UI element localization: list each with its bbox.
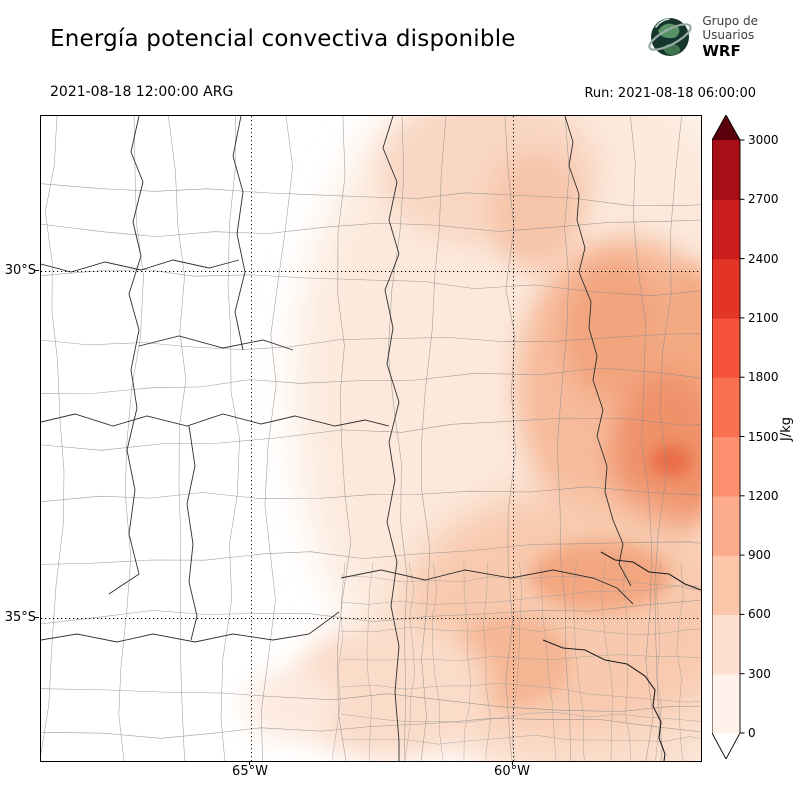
colorbar-tick-label: 2400 — [748, 251, 779, 266]
province-border-path — [41, 413, 390, 427]
boundary-mesh — [41, 116, 701, 761]
colorbar-tick-labels: 0 300 600 900 1200 1500 1800 2100 2400 2700 3000 — [748, 115, 792, 759]
map-svg — [41, 116, 701, 761]
colorbar-segments — [712, 140, 740, 734]
mesh-horizontal-lines — [41, 183, 701, 739]
colorbar-tick-label: 2700 — [748, 192, 779, 207]
colorbar-segment — [712, 673, 740, 734]
wrf-logo: Grupo de Usuarios WRF — [646, 12, 758, 60]
lon-tick-60W: 60°W — [494, 764, 530, 779]
province-border-path — [340, 569, 634, 605]
coastline-path — [542, 639, 666, 761]
colorbar-tick-label: 3000 — [748, 133, 779, 147]
axis-tick-mark — [512, 761, 513, 765]
logo-text: Grupo de Usuarios WRF — [702, 14, 758, 60]
colorbar-tick-label: 600 — [748, 607, 771, 622]
map-panel — [40, 115, 702, 762]
province-border-path — [382, 116, 400, 761]
colorbar-segment — [712, 140, 740, 200]
logo-line-2: Usuarios — [702, 28, 755, 42]
province-border-path — [138, 335, 294, 351]
province-border-path — [41, 259, 240, 273]
colorbar-tick-label: 300 — [748, 666, 771, 681]
province-border-path — [41, 611, 340, 643]
colorbar-tick-label: 900 — [748, 548, 771, 563]
logo-line-1: Grupo de — [702, 14, 758, 28]
colorbar-tick-label: 2100 — [748, 310, 779, 325]
lat-tick-35S: 35°S — [4, 610, 36, 625]
colorbar-segment — [712, 199, 740, 260]
colorbar-svg — [711, 114, 745, 760]
colorbar-segment — [712, 614, 740, 675]
colorbar-over-arrow — [712, 115, 740, 140]
cape-field — [246, 116, 701, 761]
colorbar-segment — [712, 258, 740, 319]
run-time-label: Run: 2021-08-18 06:00:00 — [584, 86, 756, 101]
page-title: Energía potencial convectiva disponible — [50, 26, 516, 52]
axis-tick-mark — [35, 617, 39, 618]
lon-tick-65W: 65°W — [232, 764, 268, 779]
colorbar-under-arrow — [712, 733, 740, 759]
axis-tick-mark — [249, 761, 250, 765]
colorbar-segment — [712, 317, 740, 378]
coastline-path — [600, 551, 701, 591]
province-borders — [41, 116, 701, 761]
province-border-path — [108, 116, 144, 595]
colorbar-segment — [712, 495, 740, 556]
colorbar-segment — [712, 377, 740, 438]
globe-icon — [648, 18, 693, 56]
mesh-fine-lines — [332, 561, 701, 761]
axis-tick-mark — [35, 270, 39, 271]
lat-tick-30S: 30°S — [4, 263, 36, 278]
colorbar — [711, 114, 748, 760]
province-border-path — [186, 425, 198, 641]
colorbar-unit-label: J/kg — [779, 417, 794, 441]
colorbar-tick-label: 1500 — [748, 429, 779, 444]
colorbar-tick-label: 1200 — [748, 488, 779, 503]
province-border-path — [232, 116, 246, 351]
colorbar-tick-marks — [740, 139, 745, 734]
valid-time-label: 2021-08-18 12:00:00 ARG — [50, 84, 234, 100]
colorbar-segment — [712, 555, 740, 615]
colorbar-tick-label: 0 — [748, 726, 756, 740]
river-path — [564, 116, 632, 587]
colorbar-tick-label: 1800 — [748, 370, 779, 385]
logo-line-3: WRF — [702, 42, 741, 60]
colorbar-segment — [712, 436, 740, 497]
